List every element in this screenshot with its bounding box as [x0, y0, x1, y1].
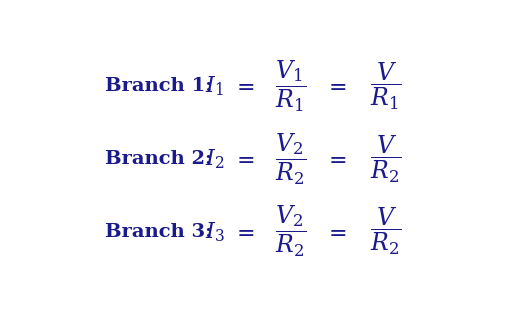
Text: $=$: $=$ [324, 148, 346, 170]
Text: $\dfrac{V}{R_2}$: $\dfrac{V}{R_2}$ [370, 206, 401, 257]
Text: Branch 1:: Branch 1: [104, 77, 212, 95]
Text: $\dfrac{V_2}{R_2}$: $\dfrac{V_2}{R_2}$ [276, 131, 307, 187]
Text: $\dfrac{V}{R_1}$: $\dfrac{V}{R_1}$ [370, 61, 401, 112]
Text: $I_3$: $I_3$ [205, 220, 224, 243]
Text: $\dfrac{V_1}{R_1}$: $\dfrac{V_1}{R_1}$ [276, 59, 307, 114]
Text: $=$: $=$ [324, 75, 346, 97]
Text: $=$: $=$ [232, 221, 254, 243]
Text: $\dfrac{V}{R_2}$: $\dfrac{V}{R_2}$ [370, 134, 401, 185]
Text: $=$: $=$ [232, 75, 254, 97]
Text: $\dfrac{V_2}{R_2}$: $\dfrac{V_2}{R_2}$ [276, 204, 307, 260]
Text: $=$: $=$ [232, 148, 254, 170]
Text: $I_1$: $I_1$ [205, 75, 223, 98]
Text: Branch 2:: Branch 2: [104, 150, 212, 168]
Text: Branch 3:: Branch 3: [104, 223, 212, 241]
Text: $=$: $=$ [324, 221, 346, 243]
Text: $I_2$: $I_2$ [205, 147, 224, 171]
